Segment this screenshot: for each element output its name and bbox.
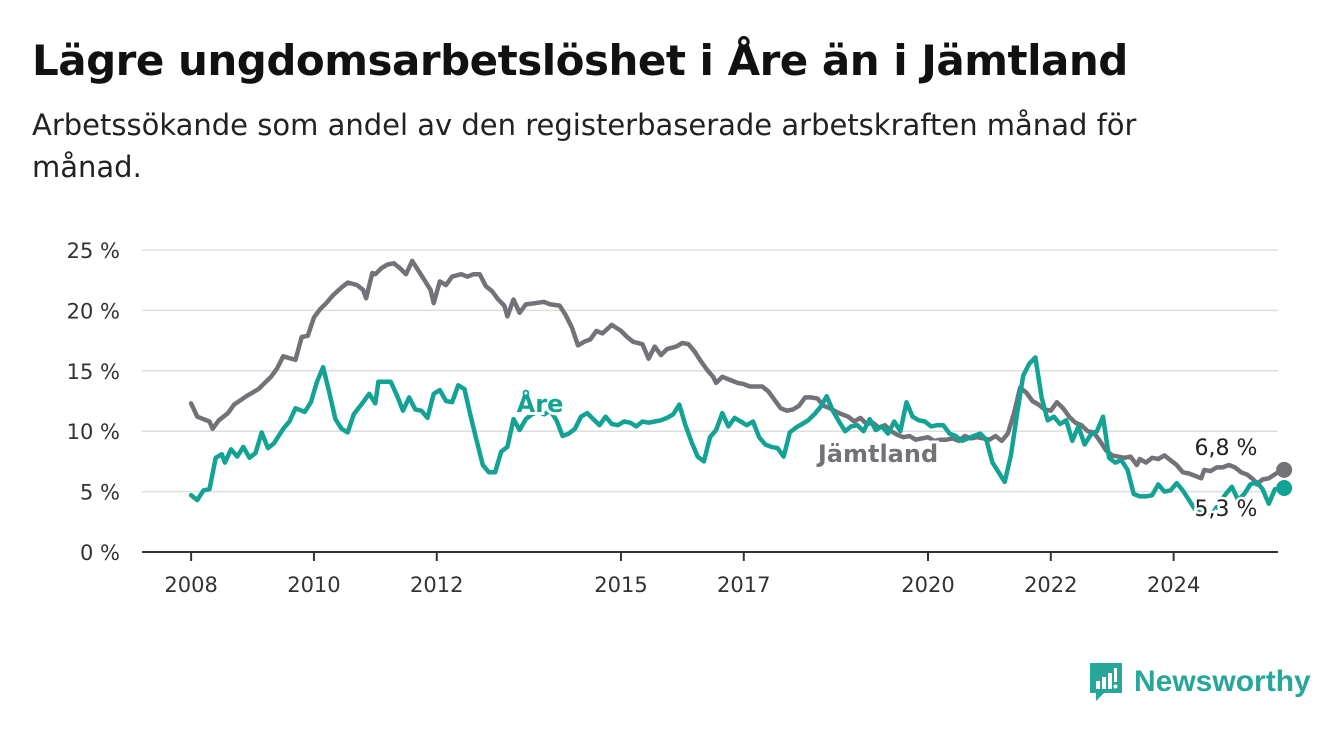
y-tick-label: 10 %: [67, 420, 120, 444]
end-label-are: 5,3 %: [1195, 497, 1258, 522]
chart-title: Lägre ungdomsarbetslöshet i Åre än i Jäm…: [32, 36, 1128, 85]
series-lines: [188, 258, 1293, 516]
x-tick-label: 2024: [1147, 573, 1200, 597]
series-labels: Åre Jämtland 6,8 % 5,3 %: [514, 386, 1260, 525]
series-line-jamtland: [188, 258, 1287, 487]
y-tick-label: 20 %: [67, 299, 120, 323]
newsworthy-logo-icon: [1090, 663, 1122, 701]
line-chart: 0 %5 %10 %15 %20 %25 % 2008 2010 2012 2015 2…: [67, 239, 1293, 597]
end-label-jamtland: 6,8 %: [1195, 436, 1258, 461]
end-marker-are: [1276, 479, 1293, 496]
x-tick-label: 2008: [164, 573, 217, 597]
brand-name: Newsworthy: [1134, 665, 1311, 698]
end-marker-jamtland: [1276, 461, 1293, 478]
chart-subtitle: Arbetssökande som andel av den registerb…: [32, 108, 1137, 184]
x-tick-label: 2017: [717, 573, 770, 597]
y-tick-label: 15 %: [67, 360, 120, 384]
y-axis-ticks: 0 % 5 % 10 % 15 % 20 % 25 %: [67, 239, 120, 565]
y-tick-label: 25 %: [67, 239, 120, 263]
gridlines: [142, 249, 1278, 553]
brand-logo: Newsworthy: [1088, 660, 1311, 704]
x-axis-ticks: 2008 2010 2012 2015 2017 2020 2022 2024: [164, 552, 1200, 597]
series-label-jamtland: Jämtland: [816, 440, 938, 468]
x-tick-label: 2020: [901, 573, 954, 597]
series-label-are: Åre: [517, 389, 564, 418]
x-tick-label: 2010: [287, 573, 340, 597]
y-tick-label: 0 %: [80, 541, 120, 565]
x-tick-label: 2015: [594, 573, 647, 597]
x-tick-label: 2022: [1024, 573, 1077, 597]
y-tick-label: 5 %: [80, 481, 120, 505]
x-tick-label: 2012: [410, 573, 463, 597]
series-line-are: [188, 355, 1287, 516]
